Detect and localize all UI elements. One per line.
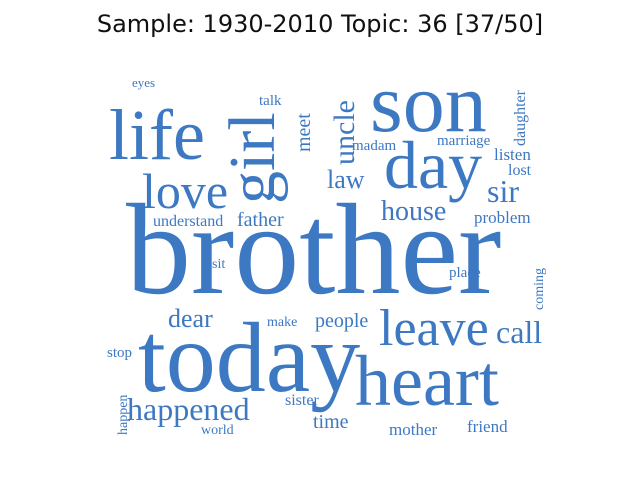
cloud-word: daughter [512, 90, 529, 146]
cloud-word: sister [285, 392, 319, 409]
cloud-word: house [381, 196, 447, 227]
cloud-word: stop [107, 345, 133, 361]
cloud-word: uncle [328, 100, 361, 165]
cloud-word: sit [212, 257, 226, 272]
cloud-word: meet [293, 113, 315, 152]
cloud-word: brother [126, 178, 502, 322]
cloud-word: place [449, 265, 481, 281]
cloud-word: friend [467, 417, 508, 436]
cloud-word: love [142, 163, 229, 219]
cloud-word: law [327, 165, 365, 194]
cloud-word: time [313, 411, 349, 433]
figure-title: Sample: 1930-2010 Topic: 36 [37/50] [96, 10, 544, 38]
cloud-word: problem [474, 208, 531, 227]
cloud-word: call [496, 314, 543, 350]
cloud-word: heart [355, 341, 499, 421]
cloud-word: madam [352, 138, 397, 154]
cloud-word: listen [494, 145, 531, 164]
cloud-word: day [384, 127, 483, 203]
cloud-word: people [315, 310, 369, 332]
cloud-word: sir [487, 173, 519, 209]
cloud-word: leave [379, 300, 489, 357]
cloud-word: world [201, 423, 234, 438]
cloud-word: dear [168, 304, 213, 333]
cloud-word: life [109, 95, 205, 175]
cloud-word: today [138, 302, 361, 413]
cloud-word: understand [153, 213, 224, 230]
cloud-word: happened [127, 391, 250, 427]
cloud-word: lost [508, 162, 532, 179]
cloud-word: eyes [132, 75, 156, 90]
cloud-word: son [370, 57, 487, 150]
cloud-word: happen [116, 394, 131, 435]
cloud-word: make [267, 315, 298, 330]
cloud-word: mother [389, 420, 438, 439]
cloud-word: talk [259, 93, 282, 109]
cloud-word: marriage [437, 133, 491, 149]
cloud-word: coming [532, 268, 547, 310]
cloud-word: father [237, 209, 284, 231]
